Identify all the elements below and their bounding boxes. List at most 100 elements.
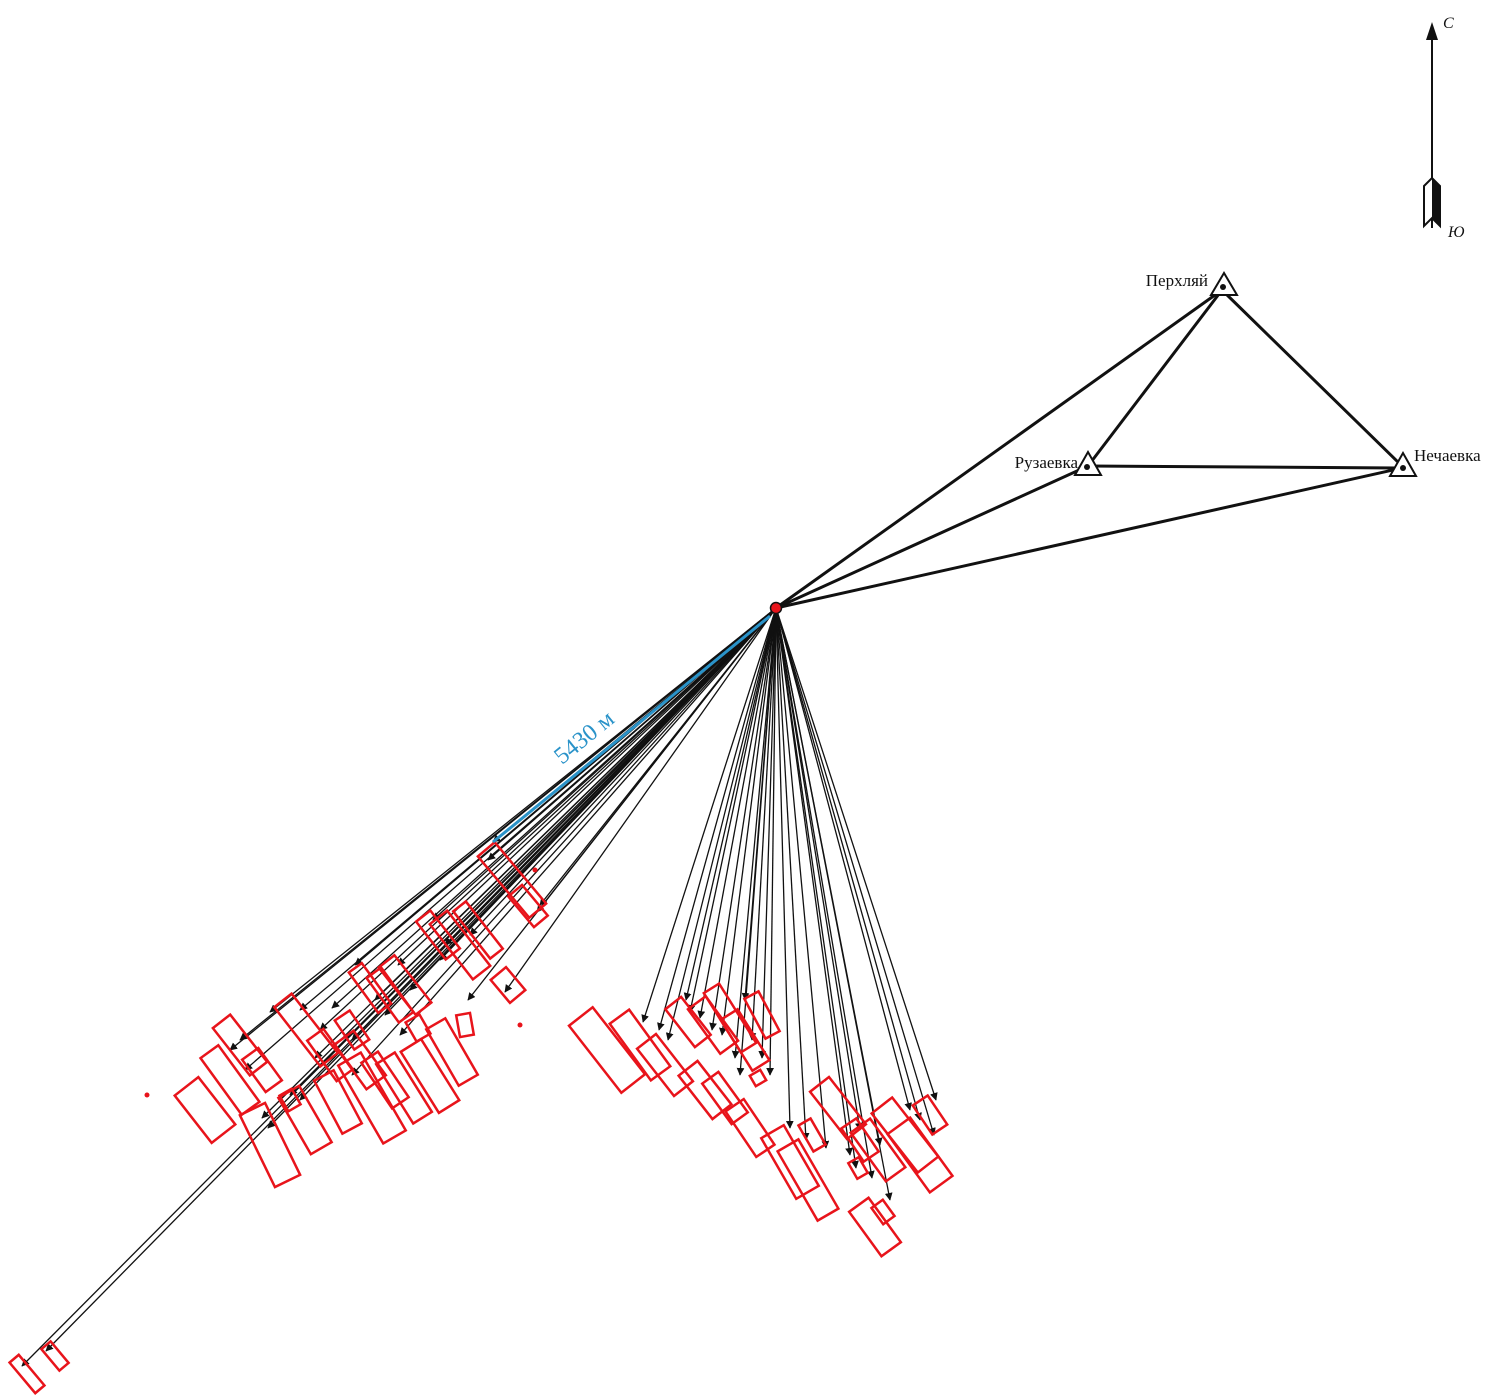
building-44 (839, 1116, 881, 1164)
building-54 (39, 1339, 71, 1373)
ray-18 (261, 607, 777, 1119)
building-25 (488, 965, 528, 1005)
building-43 (808, 1075, 868, 1141)
ray-49 (775, 607, 830, 1149)
ray-39 (709, 607, 777, 1031)
building-20 (336, 1050, 408, 1146)
triangle-station-icon (1209, 271, 1239, 296)
building-37 (700, 1070, 750, 1126)
ray-38 (697, 607, 777, 1019)
building-11 (333, 1008, 371, 1052)
ray-54 (775, 607, 912, 1111)
compass-north-arrow-icon (1426, 22, 1438, 40)
measure-line (492, 614, 771, 844)
building-31 (635, 1032, 695, 1098)
building-19 (312, 1068, 364, 1136)
ray-32 (45, 607, 777, 1352)
building-49 (847, 1195, 903, 1259)
building-52 (846, 1155, 870, 1181)
ray-56 (775, 607, 936, 1136)
station-network (775, 288, 1404, 610)
building-47 (885, 1115, 955, 1195)
building-18 (276, 1084, 334, 1156)
building-17 (238, 1101, 302, 1189)
ray-58 (775, 607, 883, 1146)
ray-22 (399, 607, 777, 1036)
building-23 (424, 1016, 480, 1088)
ray-37 (687, 607, 777, 1013)
station-ruzaevka: Рузаевка (1015, 449, 1103, 476)
ray-12 (319, 607, 777, 1031)
building-39 (742, 989, 782, 1041)
building-14 (198, 1043, 262, 1117)
building-21 (374, 1050, 434, 1126)
station-label-ruzaevka: Рузаевка (1015, 453, 1079, 472)
building-1 (476, 840, 548, 920)
building-36 (676, 1059, 734, 1121)
ray-15 (229, 607, 777, 1051)
building-32 (663, 995, 713, 1049)
link-center-nechaevka (775, 466, 1403, 610)
building-5 (414, 908, 462, 962)
ray-48 (775, 607, 810, 1141)
ray-57 (775, 607, 938, 1101)
station-point (1220, 284, 1226, 290)
ray-46 (766, 607, 777, 1076)
ray-35 (665, 607, 777, 1041)
ray-50 (775, 607, 853, 1156)
building-22 (399, 1037, 461, 1115)
building-9 (272, 991, 340, 1069)
ray-30 (299, 607, 777, 1101)
building-dot-3 (532, 867, 538, 873)
link-center-perkhlyay (775, 288, 1223, 610)
building-dot-2 (517, 1022, 523, 1028)
ray-3 (469, 607, 777, 936)
ray-44 (748, 607, 777, 1041)
building-8 (347, 961, 393, 1015)
link-ruzaevka-nechaevka (1087, 464, 1403, 470)
ray-31 (21, 607, 777, 1367)
building-51 (796, 1116, 828, 1154)
compass: С Ю (1423, 15, 1465, 241)
measurement-rays (21, 607, 938, 1367)
station-perkhlyay: Перхляй (1146, 271, 1239, 296)
ray-36 (683, 607, 777, 1001)
building-45 (848, 1116, 908, 1184)
building-28 (277, 1086, 303, 1114)
ray-51 (775, 607, 859, 1169)
building-2 (506, 883, 550, 929)
station-label-perkhlyay: Перхляй (1146, 271, 1208, 290)
building-40 (748, 1068, 768, 1088)
building-4 (451, 899, 505, 961)
building-dot-1 (144, 1092, 150, 1098)
building-38 (723, 1097, 777, 1159)
compass-south-label: Ю (1447, 224, 1465, 241)
ray-52 (775, 607, 875, 1179)
ray-45 (758, 607, 777, 1059)
building-13 (211, 1012, 269, 1078)
building-outlines (7, 840, 955, 1395)
building-24 (359, 1049, 411, 1111)
ray-34 (657, 607, 777, 1031)
building-15 (172, 1075, 238, 1145)
station-point (1084, 464, 1090, 470)
link-perkhlyay-ruzaevka (1086, 289, 1224, 467)
station-nechaevka: Нечаевка (1388, 446, 1481, 477)
ray-41 (731, 607, 777, 1059)
station-label-nechaevka: Нечаевка (1414, 446, 1481, 465)
ray-40 (719, 607, 777, 1036)
building-29 (567, 1005, 647, 1095)
building-50 (869, 1198, 897, 1226)
ray-29 (351, 607, 777, 1076)
building-12 (332, 1028, 388, 1092)
station-point (1400, 465, 1406, 471)
triangle-station-icon (1388, 450, 1418, 477)
building-16 (240, 1046, 284, 1094)
highlighted-measurement: 5430 м (492, 614, 771, 844)
building-27 (403, 1012, 433, 1044)
ray-33 (641, 607, 777, 1023)
ray-26 (539, 607, 777, 906)
ray-47 (775, 607, 794, 1129)
center-point (769, 601, 783, 615)
